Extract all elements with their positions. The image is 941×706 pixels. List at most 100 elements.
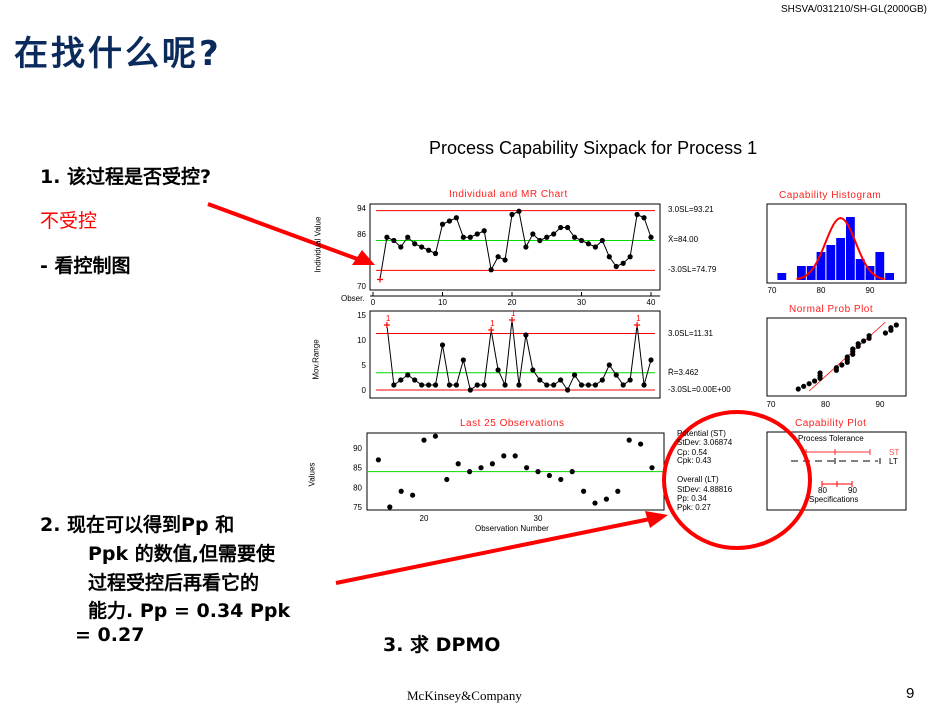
normal-prob-point bbox=[839, 362, 845, 368]
mr-point bbox=[592, 382, 599, 388]
mr-y-tick-label: 10 bbox=[357, 336, 366, 345]
individual-point bbox=[481, 228, 487, 234]
center-label: X̄=84.00 bbox=[668, 235, 699, 244]
last25-y-label: Values bbox=[307, 462, 317, 487]
st-label: ST bbox=[889, 448, 900, 457]
lcl-label: -3.0SL=74.79 bbox=[668, 265, 717, 274]
normal-prob-point bbox=[861, 338, 867, 344]
normal-prob-point bbox=[893, 322, 899, 328]
x-tick-label: 0 bbox=[371, 298, 376, 307]
individual-point bbox=[606, 254, 612, 260]
individual-point bbox=[537, 237, 543, 244]
individual-point bbox=[585, 241, 592, 247]
individual-point bbox=[446, 218, 453, 224]
last25-point bbox=[535, 469, 541, 475]
arrow-head-icon bbox=[645, 511, 668, 528]
last25-point bbox=[558, 476, 564, 483]
individual-point bbox=[599, 237, 605, 244]
histogram-bar bbox=[797, 266, 806, 280]
annotation-arrow-1 bbox=[207, 202, 361, 262]
mr-point bbox=[481, 382, 487, 388]
histogram-x-tick-label: 90 bbox=[866, 286, 875, 295]
x-tick-label: 20 bbox=[508, 298, 517, 307]
last25-y-tick-label: 90 bbox=[353, 444, 362, 453]
mr-point bbox=[613, 372, 619, 378]
individual-point bbox=[571, 234, 578, 240]
mr-point bbox=[426, 382, 432, 388]
mr-point bbox=[446, 382, 453, 388]
mr-point bbox=[641, 382, 647, 388]
individual-point bbox=[432, 250, 439, 257]
mr-flag-label: 1 bbox=[386, 314, 391, 323]
mr-point bbox=[419, 382, 425, 388]
histogram-plot-area bbox=[766, 203, 907, 284]
last25-y-tick-label: 75 bbox=[353, 503, 362, 512]
question-2-line: 2. 现在可以得到Pp 和 bbox=[40, 514, 235, 536]
lt-label: LT bbox=[889, 457, 898, 466]
mr-point bbox=[412, 377, 418, 383]
mr-point bbox=[439, 342, 446, 348]
individual-point bbox=[495, 254, 501, 260]
stat-potential: Potential (ST) bbox=[677, 429, 726, 438]
chart-title: Process Capability Sixpack for Process 1 bbox=[429, 138, 758, 158]
last25-point bbox=[546, 472, 553, 479]
normal-prob-x-tick-label: 90 bbox=[876, 400, 885, 409]
last25-point bbox=[649, 465, 655, 471]
process-tolerance-label: Process Tolerance bbox=[798, 434, 864, 443]
histogram-bar bbox=[875, 252, 885, 280]
individual-point bbox=[620, 260, 626, 266]
individual-point bbox=[488, 267, 494, 273]
histogram-bar bbox=[816, 252, 826, 280]
individual-point bbox=[412, 241, 418, 247]
mr-point bbox=[648, 357, 654, 363]
y-tick-label: 70 bbox=[357, 282, 366, 291]
individual-chart-title: Individual and MR Chart bbox=[449, 189, 568, 200]
last25-point bbox=[501, 453, 507, 459]
individual-point bbox=[634, 211, 640, 218]
last25-point bbox=[524, 465, 530, 471]
normal-prob-plot-area bbox=[766, 317, 907, 397]
individual-point bbox=[384, 234, 390, 240]
answer-1: 不受控 bbox=[40, 210, 98, 232]
individual-point bbox=[627, 254, 633, 260]
mr-point bbox=[565, 387, 571, 393]
y-tick-label: 86 bbox=[357, 230, 366, 239]
last25-point bbox=[581, 488, 587, 494]
individual-point bbox=[592, 244, 599, 250]
mr-point bbox=[578, 382, 585, 388]
mr-flagged-point bbox=[634, 322, 641, 328]
slide-title: 在找什么呢? bbox=[14, 34, 222, 74]
individual-point bbox=[426, 247, 432, 253]
st-tolerance-bar bbox=[805, 449, 871, 455]
mr-y-tick-label: 5 bbox=[362, 361, 367, 370]
normal-prob-point bbox=[801, 383, 807, 389]
mr-point bbox=[544, 382, 550, 388]
mr-flagged-point bbox=[488, 327, 495, 333]
histogram-bar bbox=[836, 238, 845, 280]
footer-brand: McKinsey&Company bbox=[407, 688, 522, 703]
mr-point bbox=[391, 382, 397, 388]
question-1: 1. 该过程是否受控? bbox=[40, 166, 212, 188]
mr-y-tick-label: 0 bbox=[362, 386, 367, 395]
normal-prob-point bbox=[806, 381, 812, 387]
mr-flag-label: 1 bbox=[636, 314, 641, 323]
last25-point bbox=[421, 437, 427, 443]
mr-point bbox=[530, 367, 536, 373]
mr-series-line bbox=[386, 319, 652, 392]
normal-prob-point bbox=[855, 341, 861, 347]
histogram-x-tick-label: 70 bbox=[768, 286, 777, 295]
histogram-bar bbox=[846, 217, 855, 280]
individual-point bbox=[391, 237, 397, 244]
x-tick-label: 10 bbox=[438, 298, 447, 307]
individual-point bbox=[460, 234, 466, 240]
last25-y-tick-label: 85 bbox=[353, 464, 362, 473]
mr-point bbox=[571, 372, 578, 378]
last25-title: Last 25 Observations bbox=[460, 418, 565, 429]
stat-cpk: Cpk: 0.43 bbox=[677, 456, 712, 465]
mr-plot-area bbox=[369, 310, 661, 399]
capability-plot-title: Capability Plot bbox=[795, 418, 867, 429]
last25-point bbox=[615, 488, 621, 494]
individual-point bbox=[474, 231, 480, 237]
mr-flag-label: 1 bbox=[490, 319, 495, 328]
